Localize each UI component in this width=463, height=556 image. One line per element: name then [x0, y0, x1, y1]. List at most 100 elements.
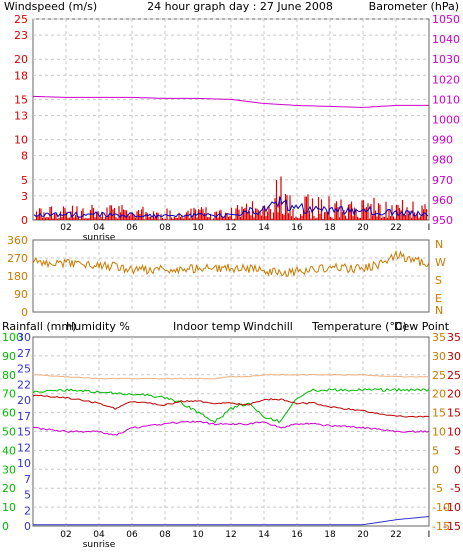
- temp-tick-label-red: -5: [450, 482, 461, 495]
- x-tick-label: I: [428, 530, 431, 540]
- temp-tick-label-orange: -5: [432, 482, 443, 495]
- x-tick-label: I: [428, 223, 431, 233]
- compass-label: S: [435, 274, 442, 287]
- legend-rainfall: Rainfall (mm): [2, 320, 76, 333]
- temp-tick-label-orange: 15: [432, 407, 446, 420]
- wind-tick-label: 15: [14, 93, 28, 106]
- humidity-tick-label: 60: [2, 407, 16, 420]
- rain-tick-label: 27: [17, 347, 31, 360]
- direction-tick-label: 0: [21, 306, 28, 319]
- baro-tick-label: 1050: [432, 13, 460, 26]
- rain-tick-label: 7: [24, 473, 31, 486]
- x-tick-label: 16: [291, 223, 303, 233]
- windspeed-label: Windspeed (m/s): [4, 0, 97, 13]
- rain-tick-label: 25: [17, 363, 31, 376]
- compass-label: N: [435, 238, 443, 251]
- compass-label: W: [435, 256, 446, 269]
- sunrise-label: sunrise: [83, 540, 116, 550]
- x-tick-label: 02: [60, 530, 71, 540]
- baro-tick-label: 980: [432, 154, 453, 167]
- temperature-line: [32, 394, 429, 418]
- temp-tick-label-orange: 30: [432, 350, 446, 363]
- wind-tick-label: 13: [14, 109, 28, 122]
- wind-tick-label: 25: [14, 13, 28, 26]
- rain-tick-label: 22: [17, 378, 31, 391]
- x-tick-label: 22: [390, 223, 401, 233]
- temp-tick-label-orange: 10: [432, 426, 446, 439]
- baro-tick-label: 960: [432, 194, 453, 207]
- humidity-tick-label: 10: [2, 501, 16, 514]
- temp-tick-label-orange: 20: [432, 388, 446, 401]
- temp-tick-label-red: 20: [447, 388, 461, 401]
- indoor-temp-line: [32, 373, 429, 380]
- avg-wind-line: [33, 196, 429, 219]
- baro-tick-label: 1010: [432, 93, 460, 106]
- x-tick-label: 06: [126, 530, 138, 540]
- direction-tick-label: 360: [7, 234, 28, 247]
- baro-tick-label: 970: [432, 174, 453, 187]
- x-tick-label: 18: [324, 530, 336, 540]
- humidity-tick-label: 100: [2, 331, 23, 344]
- rain-tick-label: 5: [24, 489, 31, 502]
- x-tick-label: 06: [126, 223, 138, 233]
- legend-windchill: Windchill: [243, 320, 293, 333]
- temp-tick-label-red: 15: [447, 407, 461, 420]
- rain-tick-label: 10: [17, 457, 31, 470]
- temp-tick-label-orange: -10: [432, 501, 450, 514]
- x-tick-label: 14: [258, 530, 270, 540]
- rain-tick-label: 2: [24, 504, 31, 517]
- wind-tick-label: 20: [14, 53, 28, 66]
- x-tick-label: 22: [390, 530, 401, 540]
- wind-tick-label: 5: [21, 174, 28, 187]
- baro-tick-label: 950: [432, 214, 453, 227]
- humidity-tick-label: 30: [2, 463, 16, 476]
- humidity-tick-label: 50: [2, 426, 16, 439]
- rain-tick-label: 17: [17, 410, 31, 423]
- dew-point-line: [32, 420, 430, 436]
- temp-tick-label-orange: -15: [432, 520, 450, 533]
- x-tick-label: 04: [93, 530, 105, 540]
- temp-tick-label-red: 25: [447, 369, 461, 382]
- rain-tick-label: 0: [24, 520, 31, 533]
- rain-tick-label: 30: [17, 331, 31, 344]
- compass-label: E: [435, 292, 442, 305]
- wind-tick-label: 23: [14, 29, 28, 42]
- temp-tick-label-red: -15: [443, 520, 461, 533]
- temp-tick-label-red: -10: [443, 501, 461, 514]
- direction-tick-label: 180: [7, 270, 28, 283]
- baro-tick-label: 1020: [432, 73, 460, 86]
- legend-humidity: Humidity %: [66, 320, 130, 333]
- x-tick-label: 14: [258, 223, 270, 233]
- barometer-label: Barometer (hPa): [369, 0, 459, 13]
- temp-tick-label-red: 35: [447, 331, 461, 344]
- x-tick-label: 20: [357, 223, 369, 233]
- temp-tick-label-orange: 35: [432, 331, 446, 344]
- legend-dew-point: Dew Point: [394, 320, 450, 333]
- temp-tick-label-red: 0: [454, 463, 461, 476]
- humidity-tick-label: 0: [2, 520, 9, 533]
- x-tick-label: 20: [357, 530, 369, 540]
- rainfall-line: [33, 516, 430, 526]
- direction-tick-label: 270: [7, 252, 28, 265]
- barometer-line: [32, 95, 429, 108]
- wind-tick-label: 0: [21, 214, 28, 227]
- baro-tick-label: 1000: [432, 114, 460, 127]
- temp-tick-label-orange: 5: [432, 444, 439, 457]
- baro-tick-label: 1030: [432, 53, 460, 66]
- wind-tick-label: 3: [21, 190, 28, 203]
- humidity-tick-label: 80: [2, 369, 16, 382]
- baro-tick-label: 1040: [432, 33, 460, 46]
- x-tick-label: 02: [60, 223, 71, 233]
- humidity-tick-label: 90: [2, 350, 16, 363]
- humidity-line: [32, 387, 430, 424]
- temp-tick-label-red: 5: [454, 444, 461, 457]
- rain-tick-label: 20: [17, 394, 31, 407]
- sunrise-label: sunrise: [83, 233, 116, 243]
- humidity-tick-label: 70: [2, 388, 16, 401]
- x-tick-label: 12: [225, 223, 236, 233]
- rain-tick-label: 12: [17, 441, 31, 454]
- humidity-tick-label: 40: [2, 444, 16, 457]
- wind-tick-label: 10: [14, 134, 28, 147]
- temp-tick-label-orange: 25: [432, 369, 446, 382]
